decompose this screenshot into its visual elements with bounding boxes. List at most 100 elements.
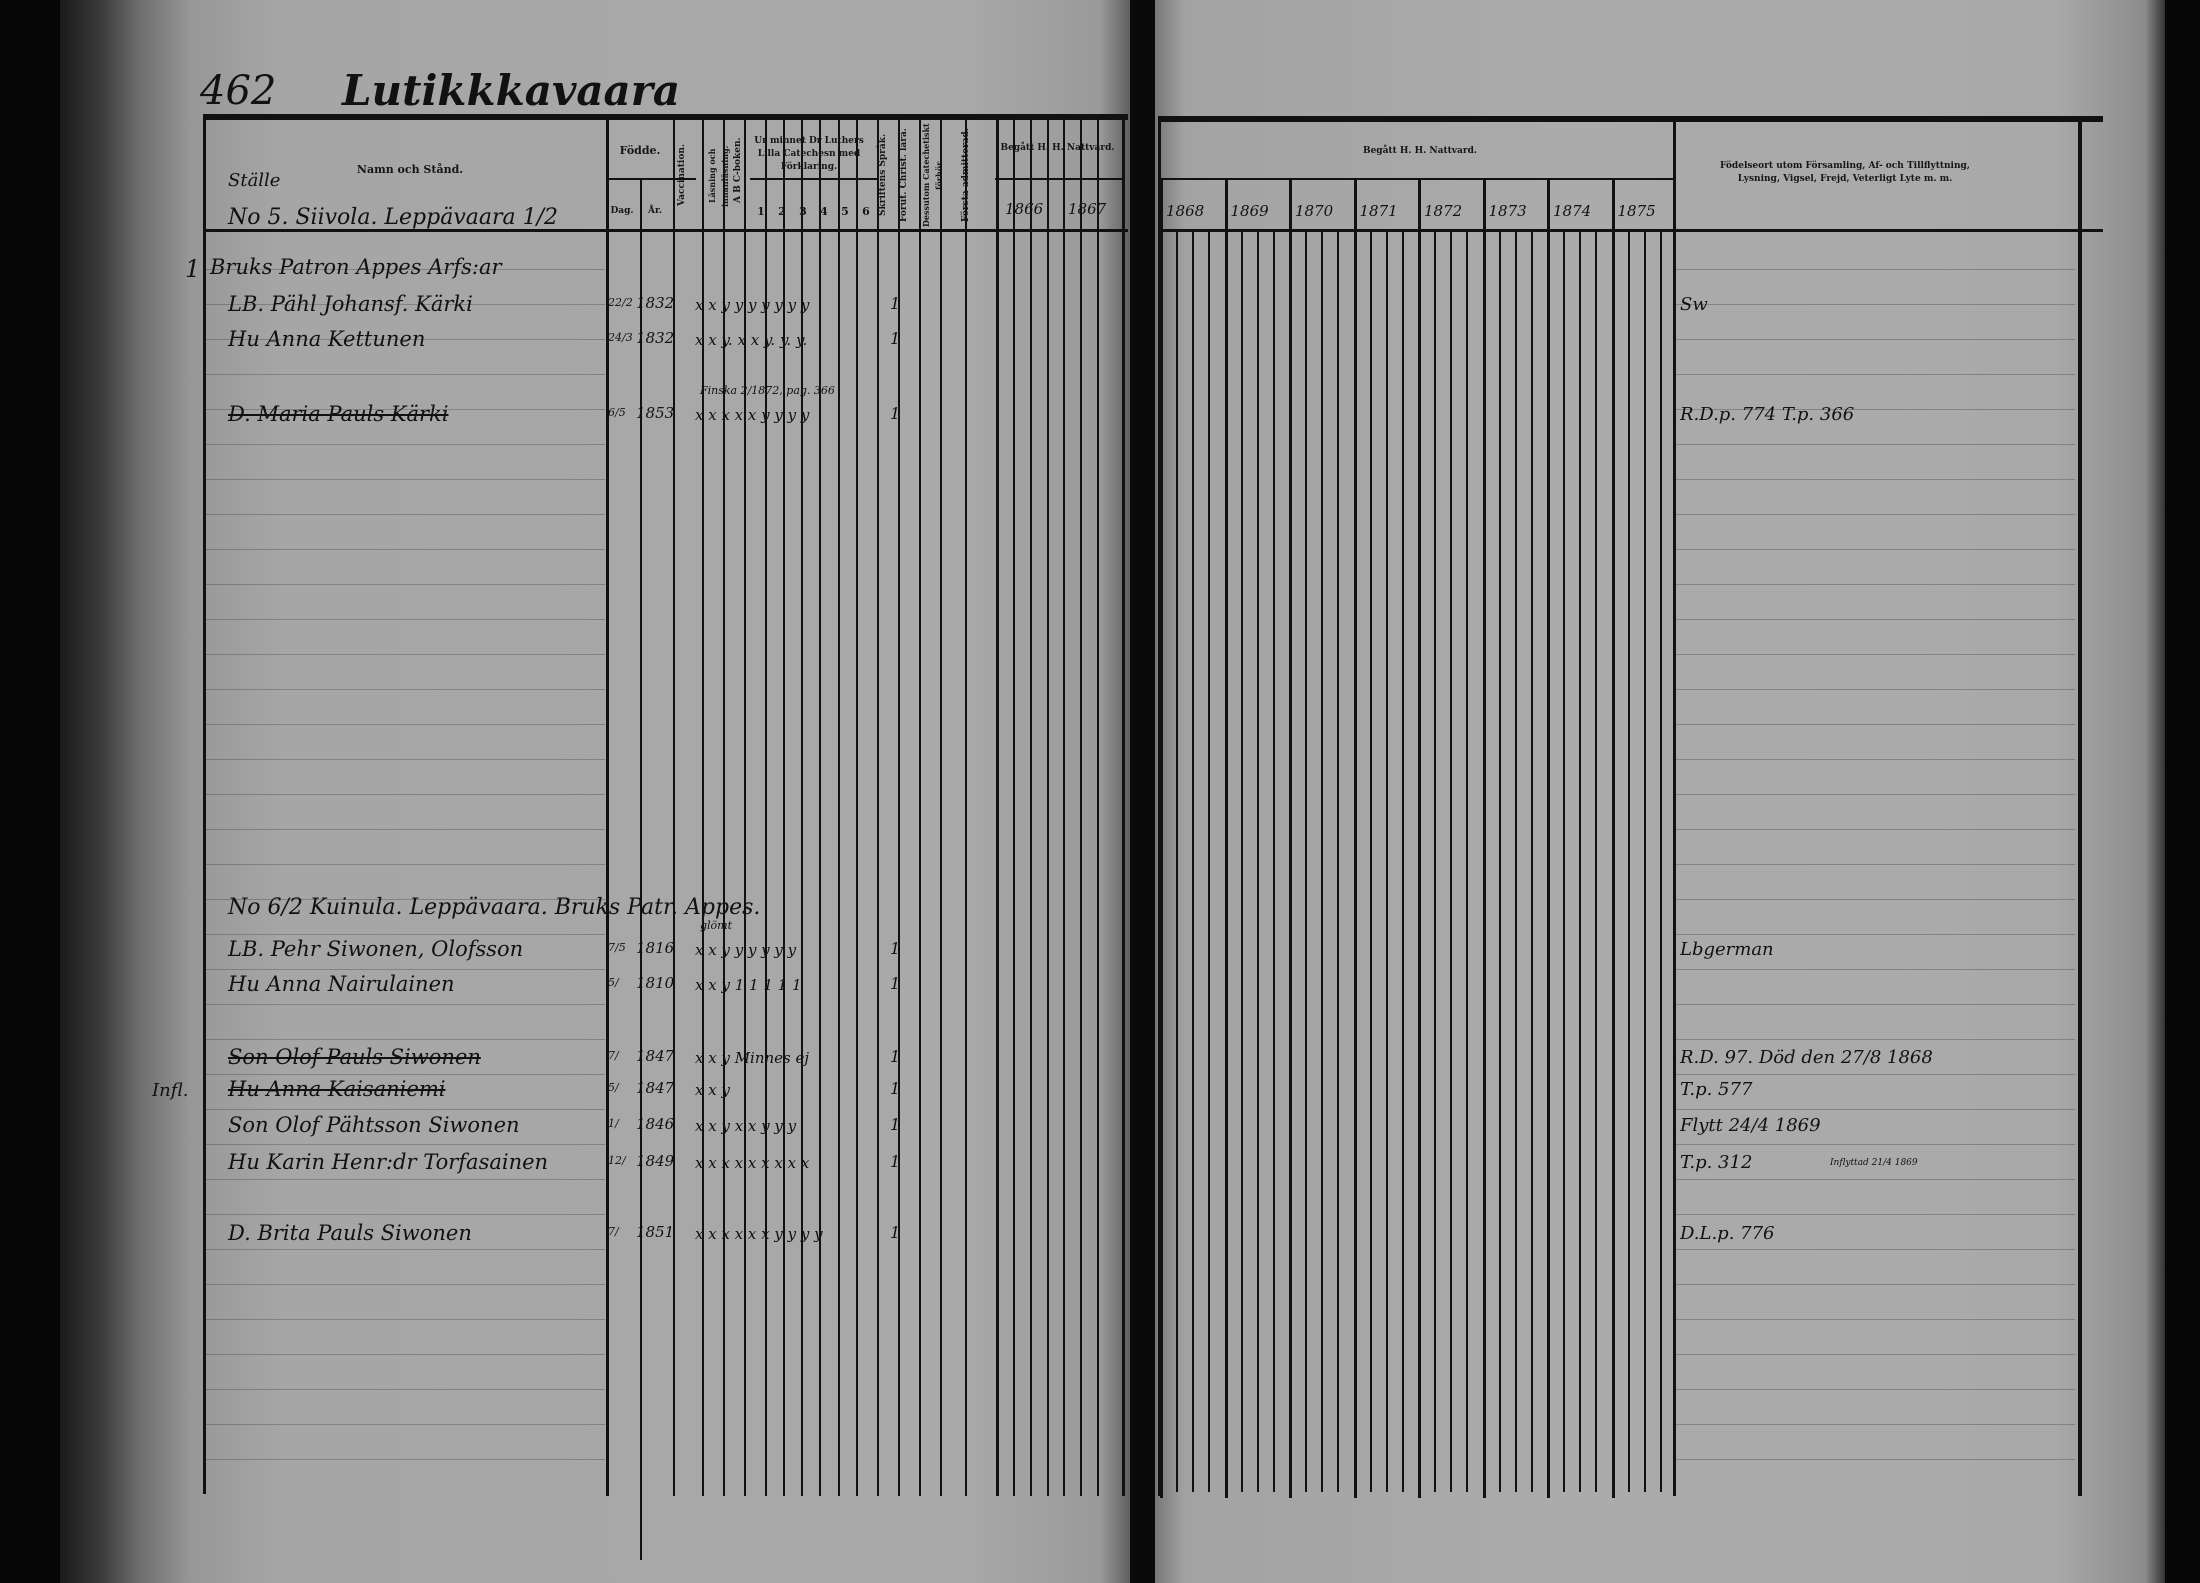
year-group-rule <box>1547 178 1550 1498</box>
birth-year: 1832 <box>636 329 675 347</box>
page-number: 462 <box>200 68 277 114</box>
header-fodde: Födde. <box>619 144 661 157</box>
person-name: LB. Pehr Siwonen, Olofsson <box>228 937 524 961</box>
communion-mark: 1 <box>890 1047 901 1066</box>
year-1867: 1867 <box>1068 200 1107 218</box>
column-rule <box>856 116 858 1496</box>
header-communion-right: Begått H. H. Nattvard. <box>1362 146 1478 156</box>
annotation-above: Finska 2/1872, pag. 366 <box>700 384 835 397</box>
catechism-marks: x x y Minnes ej <box>695 1049 810 1067</box>
header-catechism: Ur minnet Dr Luthers Lilla Catechesn med… <box>754 136 864 172</box>
notes-column-rule <box>1673 116 1676 1496</box>
table-top-border <box>203 114 1128 120</box>
column-rule <box>1499 232 1501 1492</box>
annotation-above: glömt <box>700 919 733 932</box>
catechism-part-number: 4 <box>820 205 828 218</box>
column-rule <box>606 116 609 1496</box>
year-header: 1873 <box>1488 202 1527 220</box>
birth-day: 1/ <box>608 1117 619 1130</box>
column-rule <box>1337 232 1339 1492</box>
communion-subrule <box>995 178 1125 180</box>
column-rule <box>744 116 746 1496</box>
remarks-note: R.D.p. 774 T.p. 366 <box>1680 404 1855 425</box>
column-rule <box>1241 232 1243 1492</box>
column-rule <box>1434 232 1436 1492</box>
remarks-note: R.D. 97. Död den 27/8 1868 <box>1680 1047 1933 1068</box>
remarks-note: D.L.p. 776 <box>1680 1223 1775 1244</box>
birth-year: 1846 <box>636 1115 675 1133</box>
birth-year: 1849 <box>636 1152 675 1170</box>
ruled-lines-left <box>205 235 605 1485</box>
column-rule <box>1563 232 1565 1492</box>
catechism-subrule <box>750 178 878 180</box>
column-rule <box>877 116 879 1496</box>
communion-mark: 1 <box>890 1152 901 1171</box>
birth-year: 1847 <box>636 1079 675 1097</box>
year-1866: 1866 <box>1005 200 1044 218</box>
column-rule <box>1321 232 1323 1492</box>
column-rule <box>1515 232 1517 1492</box>
catechism-part-number: 6 <box>862 205 870 218</box>
column-rule <box>1273 232 1275 1492</box>
remarks-note: Lbgerman <box>1680 939 1774 960</box>
header-communion-left: Begått H. H. Nattvard. <box>1000 143 1115 153</box>
column-rule <box>1305 232 1307 1492</box>
household-number: 1 <box>185 255 201 283</box>
column-rule <box>765 116 767 1496</box>
birth-year: 1810 <box>636 974 675 992</box>
catechism-marks: x x y <box>695 1081 730 1099</box>
catechism-marks: x x x x x x x x x <box>695 1154 810 1172</box>
column-rule <box>1047 116 1049 1496</box>
column-rule <box>1176 232 1178 1492</box>
catechism-part-number: 2 <box>778 205 786 218</box>
person-name: Son Olof Pähtsson Siwonen <box>228 1113 520 1137</box>
communion-mark: 1 <box>890 329 901 348</box>
column-rule <box>723 116 725 1496</box>
year-header: 1871 <box>1359 202 1398 220</box>
column-rule <box>702 116 704 1496</box>
ruled-lines-right <box>1675 235 2075 1485</box>
remarks-note: Sw <box>1680 294 1708 315</box>
column-rule <box>1192 232 1194 1492</box>
village-name: Lutikkkavaara <box>342 66 681 115</box>
header-bottom-rule <box>1158 229 2103 232</box>
household-heading: No 6/2 Kuinula. Leppävaara. Bruks Patr. … <box>228 895 761 920</box>
remarks-note: T.p. 312 <box>1680 1152 1753 1173</box>
year-group-rule <box>1354 178 1357 1498</box>
header-day: Dag. <box>610 206 634 216</box>
birth-day: 12/ <box>608 1154 626 1167</box>
column-rule <box>1370 232 1372 1492</box>
birth-day: 7/ <box>608 1225 619 1238</box>
catechism-part-number: 3 <box>799 205 807 218</box>
person-name: Hu Anna Kaisaniemi <box>228 1077 446 1101</box>
book-gutter <box>1130 0 1158 1583</box>
column-rule <box>940 116 942 1496</box>
column-rule <box>783 116 785 1496</box>
communion-subrule <box>1158 178 1673 180</box>
fodde-subrule <box>606 178 696 180</box>
header-vaccination: Vaccination. <box>677 144 687 206</box>
column-rule <box>838 116 840 1496</box>
column-rule <box>1257 232 1259 1492</box>
header-stalle: Ställe <box>228 170 281 191</box>
side-note: Inflyttad 21/4 1869 <box>1830 1158 1918 1168</box>
catechism-marks: x x x x x y y y y <box>695 406 810 424</box>
person-name: Hu Anna Kettunen <box>228 327 426 351</box>
column-rule <box>1122 116 1125 1496</box>
column-rule <box>1450 232 1452 1492</box>
person-name: LB. Pähl Johansf. Kärki <box>228 292 473 316</box>
year-group-rule <box>1160 178 1163 1498</box>
birth-year: 1851 <box>636 1223 675 1241</box>
column-rule <box>1644 232 1646 1492</box>
year-group-rule <box>1225 178 1228 1498</box>
catechism-marks: x x y y y y y y <box>695 941 797 959</box>
communion-mark: 1 <box>890 1115 901 1134</box>
column-rule <box>1466 232 1468 1492</box>
column-rule <box>1030 116 1032 1496</box>
header-bottom-rule <box>203 229 1128 232</box>
header-notes: Födelseort utom Församling, Af- och Till… <box>1720 161 1970 184</box>
birth-day: 7/5 <box>608 941 626 954</box>
column-rule <box>673 116 675 1496</box>
person-name: D. Maria Pauls Kärki <box>228 402 449 426</box>
year-header: 1872 <box>1424 202 1463 220</box>
